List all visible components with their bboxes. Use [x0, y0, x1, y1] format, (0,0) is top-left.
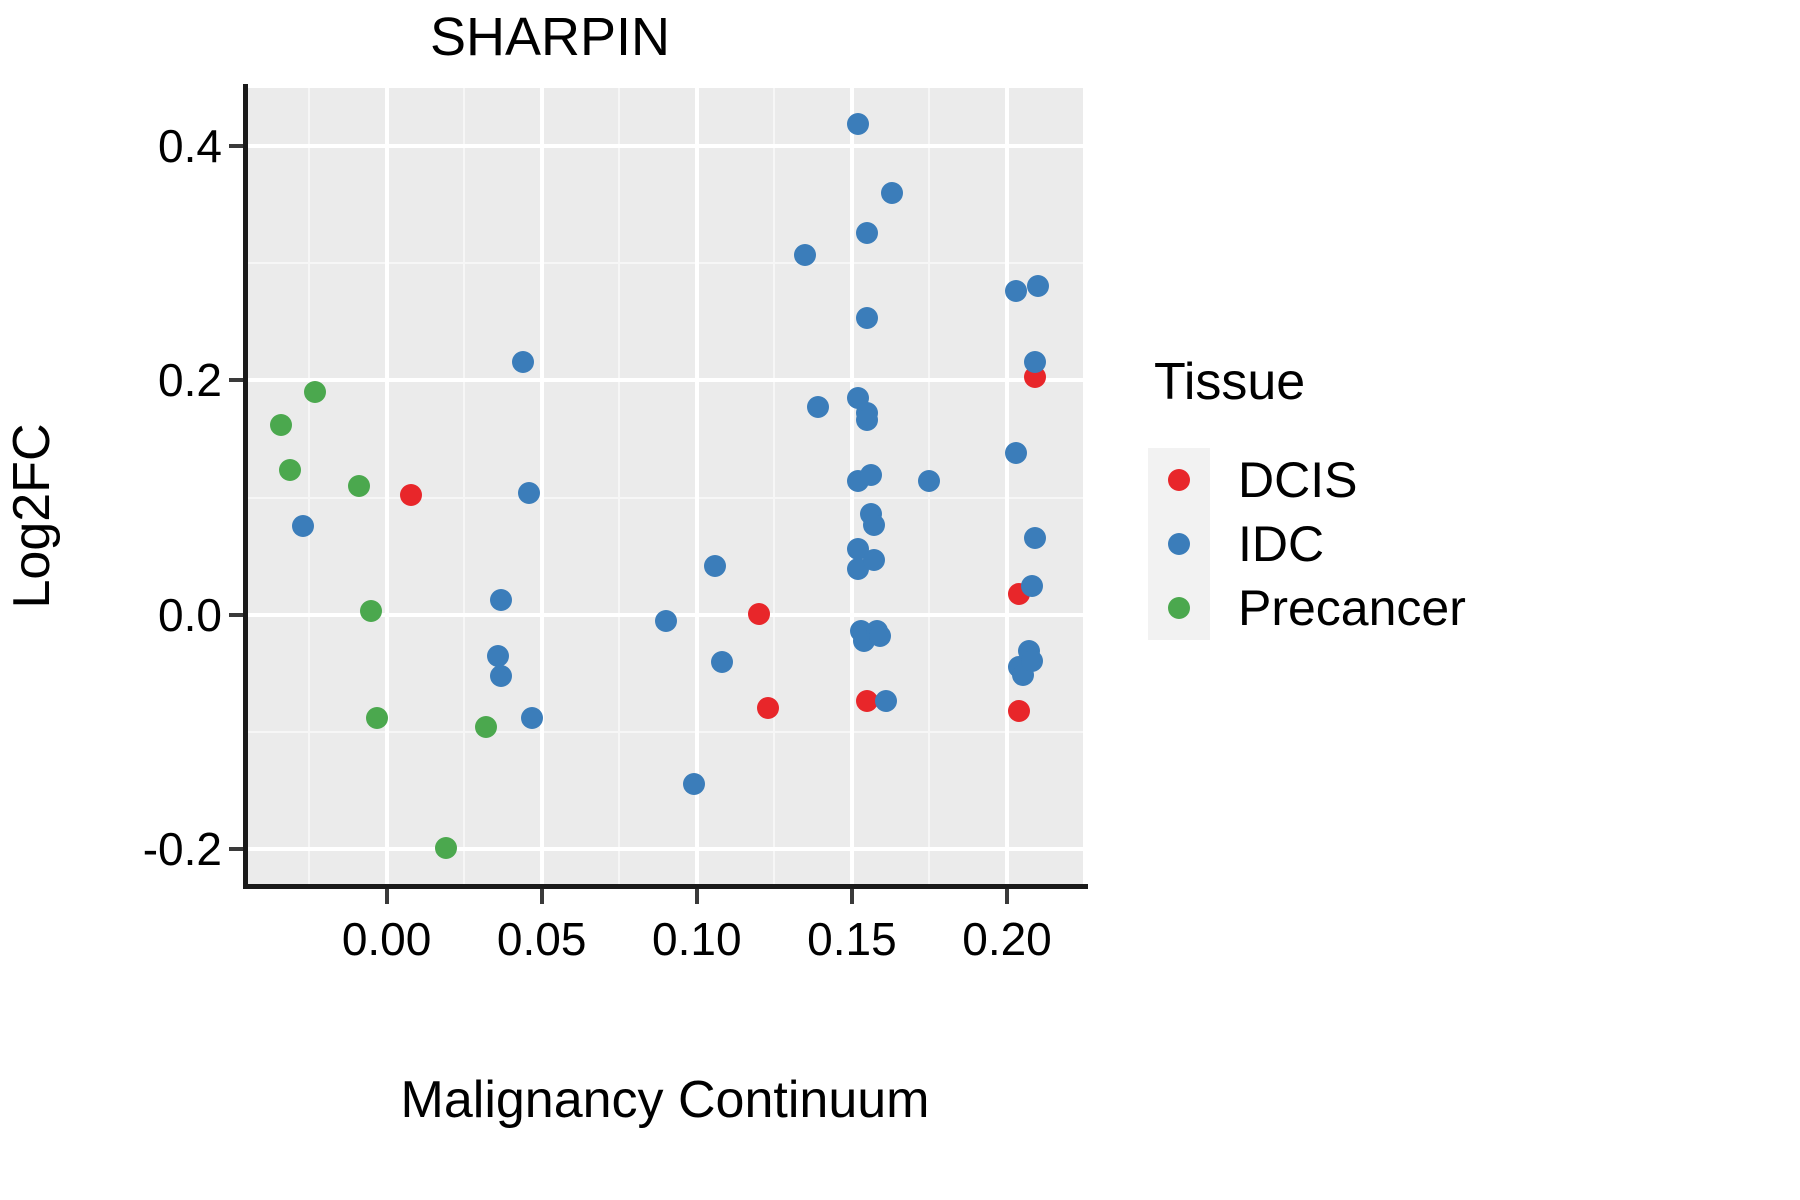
data-point-idc	[1020, 649, 1043, 672]
x-tick	[539, 889, 544, 904]
legend-item-idc[interactable]: IDC	[1148, 512, 1748, 576]
gridline-minor-vertical	[463, 88, 466, 884]
data-point-idc	[704, 554, 727, 577]
y-tick	[229, 847, 243, 852]
x-tick	[694, 889, 699, 904]
data-point-precancer	[279, 458, 302, 481]
gridline-vertical	[539, 88, 544, 884]
data-point-idc	[881, 181, 904, 204]
legend: Tissue DCIS IDC Precancer	[1148, 352, 1748, 640]
y-tick-label: -0.2	[142, 823, 222, 876]
data-point-idc	[490, 588, 513, 611]
legend-title: Tissue	[1154, 353, 1306, 411]
data-point-precancer	[366, 707, 389, 730]
data-point-idc	[856, 221, 879, 244]
data-point-idc	[1023, 350, 1046, 373]
legend-key-swatch	[1148, 512, 1210, 576]
data-point-idc	[847, 112, 870, 135]
gridline-minor-horizontal	[247, 496, 1083, 499]
data-point-precancer	[360, 600, 383, 623]
y-tick	[229, 612, 243, 617]
data-point-idc	[518, 482, 541, 505]
data-point-idc	[918, 470, 941, 493]
y-axis-title: Log2FC	[3, 423, 61, 609]
gridline-vertical	[384, 88, 389, 884]
gridline-vertical	[694, 88, 699, 884]
y-tick-label: 0.0	[158, 588, 222, 641]
data-point-dcis	[856, 689, 879, 712]
gridline-minor-vertical	[773, 88, 776, 884]
data-point-idc	[859, 464, 882, 487]
data-point-idc	[875, 689, 898, 712]
data-point-idc	[487, 644, 510, 667]
legend-item-label: IDC	[1238, 516, 1325, 572]
legend-dot-icon	[1168, 469, 1190, 491]
data-point-idc	[1005, 442, 1028, 465]
data-point-idc	[1027, 274, 1050, 297]
y-tick-label: 0.4	[158, 120, 222, 173]
data-point-idc	[856, 409, 879, 432]
legend-item-label: Precancer	[1238, 580, 1466, 636]
gridline-minor-horizontal	[247, 262, 1083, 265]
data-point-precancer	[474, 716, 497, 739]
x-axis-title: Malignancy Continuum	[400, 1071, 930, 1129]
x-tick-label: 0.15	[807, 913, 897, 965]
legend-item-precancer[interactable]: Precancer	[1148, 576, 1748, 640]
legend-item-label: DCIS	[1238, 452, 1358, 508]
y-axis-line	[243, 84, 248, 888]
x-tick-label: 0.05	[496, 913, 587, 965]
data-point-precancer	[347, 475, 370, 497]
data-point-idc	[654, 609, 677, 632]
x-axis-line	[243, 884, 1088, 889]
data-point-dcis	[1008, 700, 1031, 723]
data-point-idc	[806, 396, 829, 419]
gridline-horizontal	[247, 378, 1083, 383]
x-tick-label: 0.20	[962, 913, 1052, 965]
gridline-minor-horizontal	[247, 731, 1083, 734]
data-point-idc	[291, 514, 314, 537]
legend-dot-icon	[1168, 597, 1190, 619]
gridline-horizontal	[247, 144, 1083, 149]
x-tick-label: 0.00	[341, 913, 432, 965]
data-point-idc	[794, 244, 817, 267]
data-point-idc	[1005, 280, 1028, 303]
x-tick	[1005, 889, 1009, 904]
legend-item-dcis[interactable]: DCIS	[1148, 448, 1748, 512]
data-point-idc	[856, 307, 879, 330]
legend-entries: DCIS IDC Precancer	[1148, 448, 1748, 640]
data-point-idc	[512, 350, 535, 373]
data-point-idc	[862, 548, 885, 571]
gridline-horizontal	[247, 847, 1083, 852]
legend-key-swatch	[1148, 448, 1210, 512]
legend-dot-icon	[1168, 533, 1190, 555]
data-point-dcis	[400, 484, 423, 507]
data-point-idc	[862, 513, 885, 536]
legend-key-swatch	[1148, 576, 1210, 640]
y-tick	[229, 378, 243, 383]
data-point-idc	[710, 650, 733, 673]
plot-panel	[247, 88, 1083, 884]
x-tick-label: 0.10	[652, 913, 742, 965]
x-tick	[384, 889, 389, 904]
gridline-vertical	[1005, 88, 1009, 884]
data-point-idc	[868, 625, 891, 648]
gridline-minor-vertical	[618, 88, 621, 884]
y-tick	[229, 144, 243, 149]
data-point-idc	[1023, 526, 1046, 549]
data-point-idc	[1020, 574, 1043, 597]
data-point-idc	[682, 772, 705, 795]
page-title: SHARPIN	[429, 7, 671, 67]
gridline-minor-vertical	[308, 88, 311, 884]
x-tick	[849, 889, 854, 904]
data-point-idc	[521, 707, 544, 730]
data-point-dcis	[757, 696, 780, 719]
y-tick-label: 0.2	[158, 354, 222, 407]
data-point-dcis	[747, 602, 770, 625]
data-point-precancer	[304, 381, 327, 404]
data-point-precancer	[434, 837, 457, 860]
data-point-precancer	[270, 414, 293, 437]
data-point-idc	[490, 664, 513, 687]
